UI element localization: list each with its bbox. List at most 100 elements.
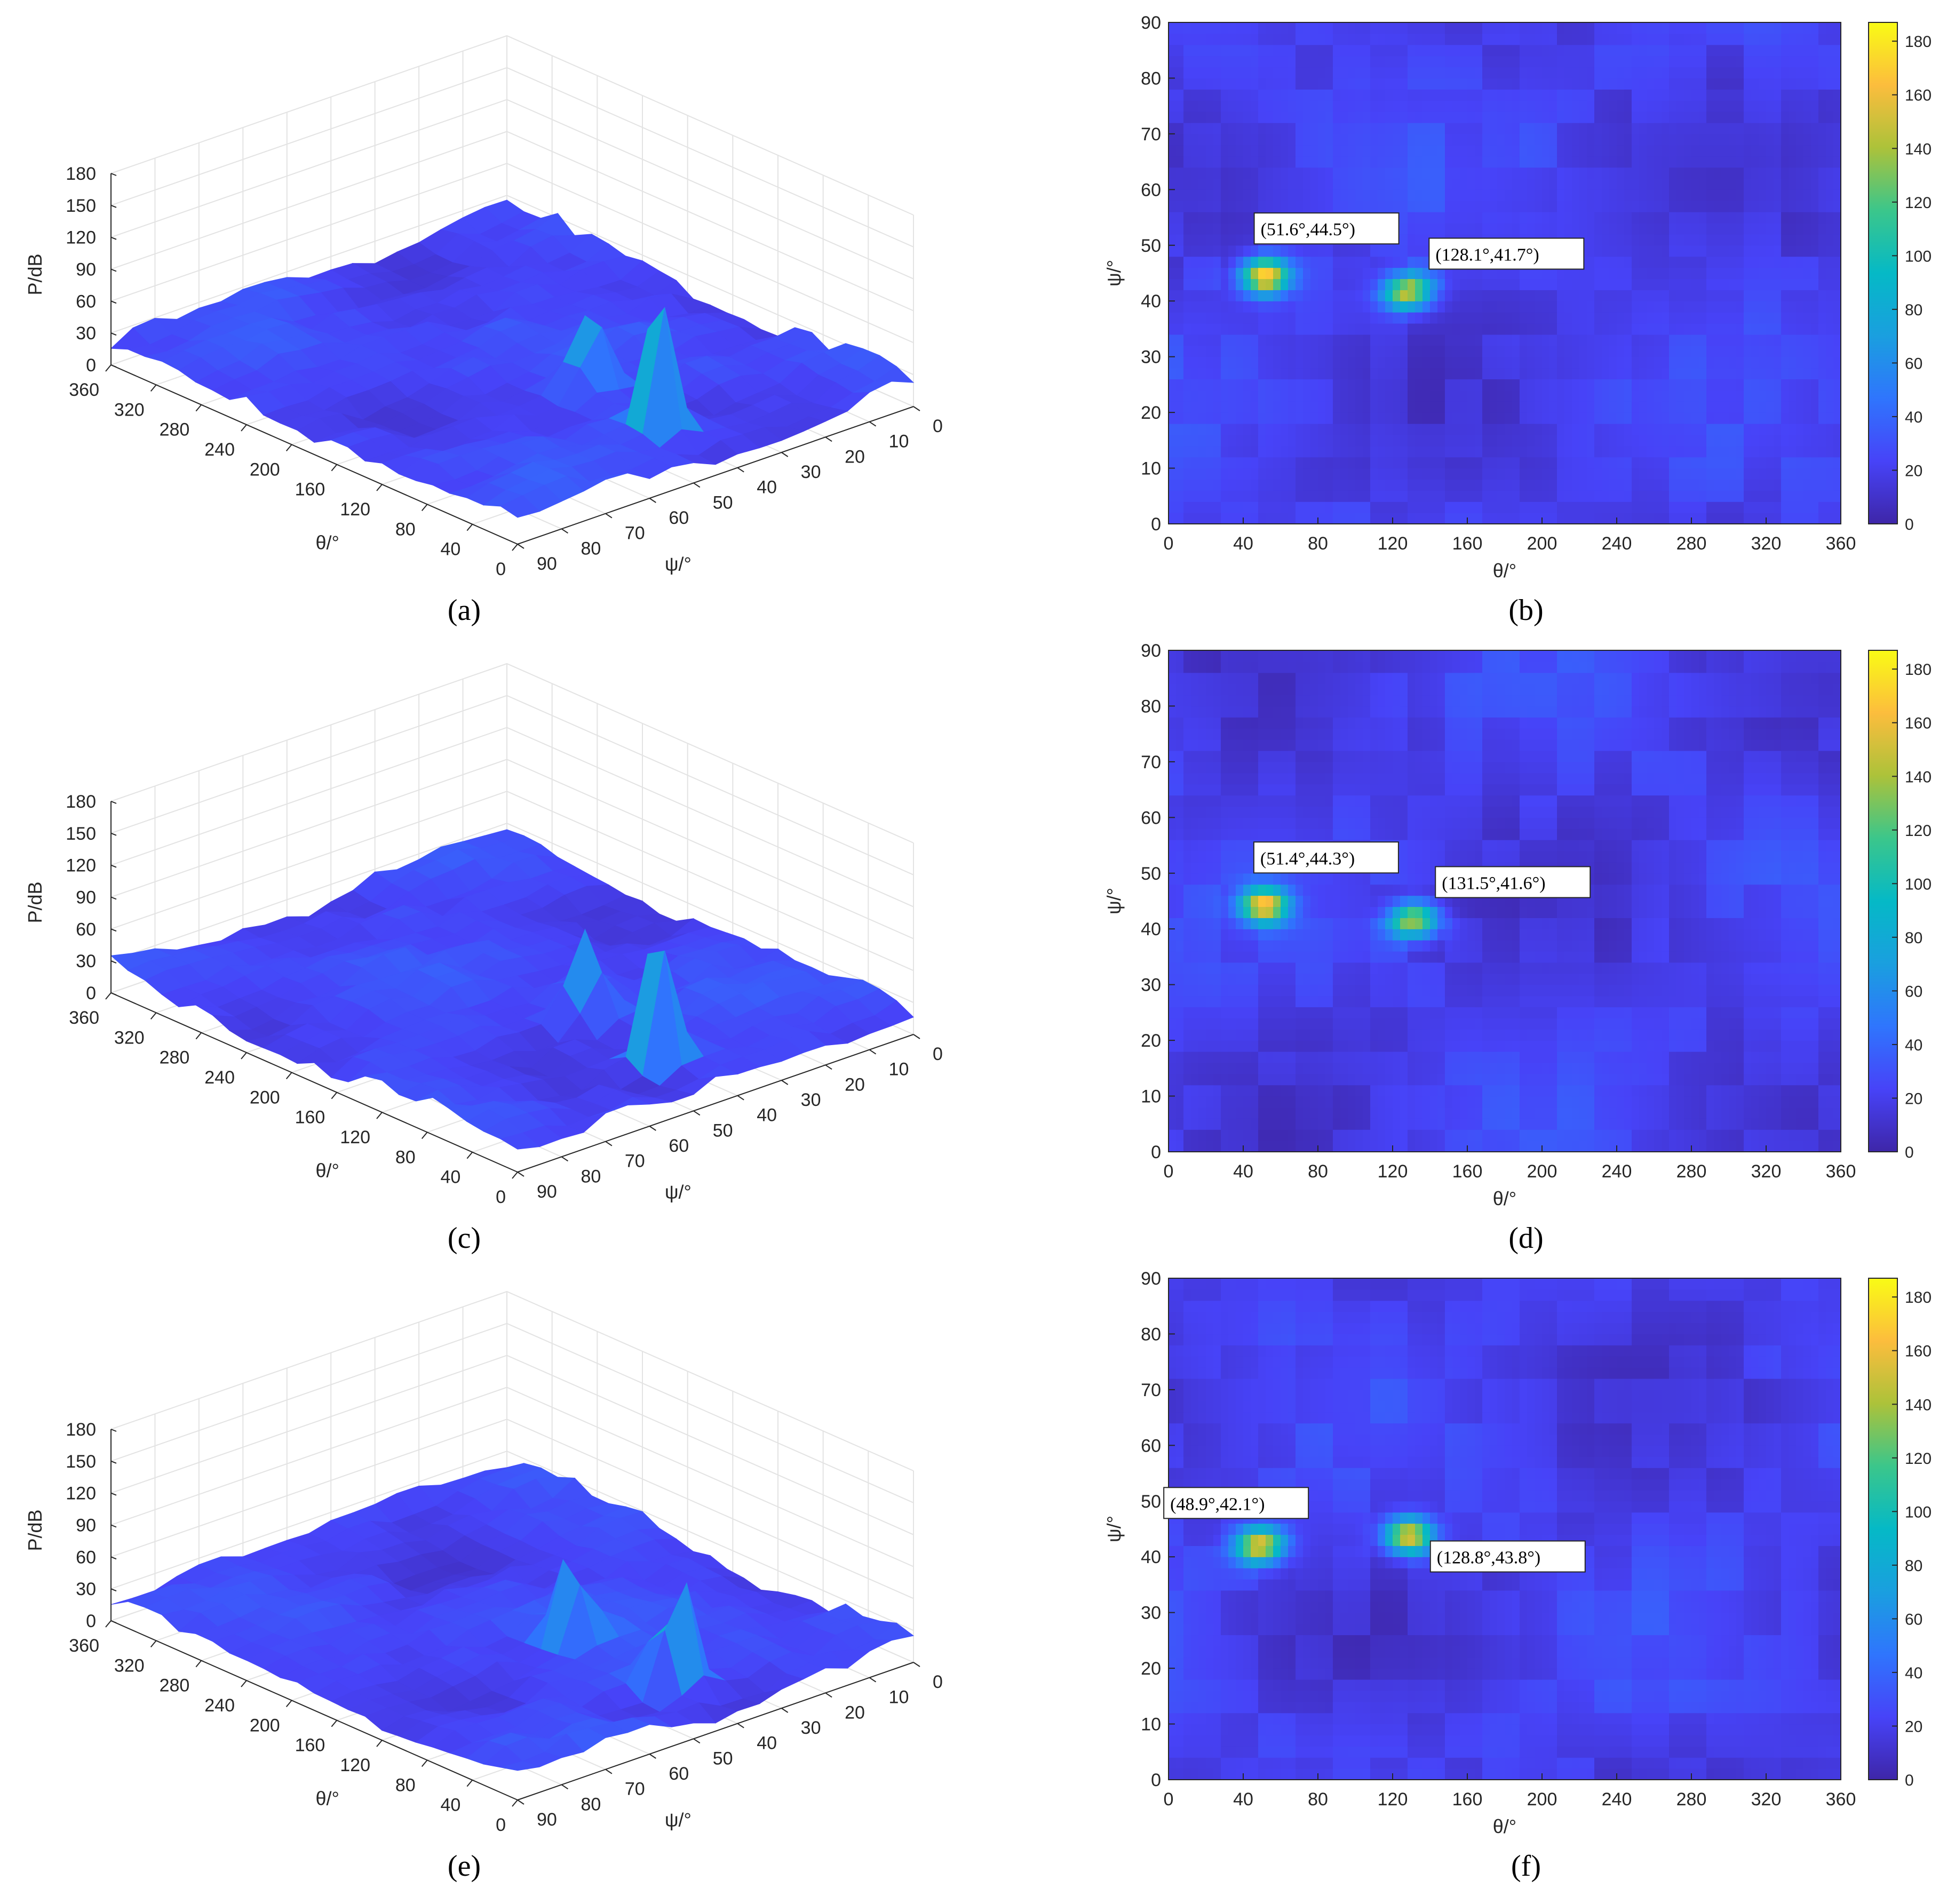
heatmap-cell: [1475, 445, 1483, 458]
heatmap-cell: [1781, 468, 1789, 480]
heatmap-cell: [1706, 33, 1714, 45]
heatmap-cell: [1647, 212, 1655, 224]
heatmap-cell: [1512, 390, 1520, 402]
heatmap-cell: [1221, 457, 1229, 469]
heatmap-cell: [1288, 145, 1296, 157]
heatmap-cell: [1684, 44, 1692, 57]
heatmap-cell: [1654, 33, 1662, 45]
heatmap-cell: [1318, 323, 1326, 335]
heatmap-cell: [1549, 501, 1557, 513]
heatmap-cell: [1281, 267, 1289, 280]
heatmap-cell: [1475, 89, 1483, 101]
heatmap-cell: [1736, 100, 1744, 112]
heatmap-cell: [1169, 67, 1177, 79]
heatmap-cell: [1512, 345, 1520, 357]
heatmap-cell: [1422, 445, 1431, 458]
heatmap-cell: [1632, 167, 1640, 179]
heatmap-cell: [1676, 267, 1684, 280]
heatmap-cell: [1206, 178, 1214, 190]
heatmap-cell: [1467, 468, 1475, 480]
heatmap-cell: [1624, 55, 1632, 68]
heatmap-cell: [1303, 133, 1311, 146]
heatmap-cell: [1445, 424, 1453, 435]
heatmap-cell: [1497, 212, 1505, 224]
heatmap-cell: [1662, 323, 1670, 335]
heatmap-cell: [1811, 234, 1819, 246]
heatmap-cell: [1258, 445, 1266, 458]
heatmap-cell: [1542, 490, 1550, 502]
heatmap-cell: [1251, 201, 1259, 212]
heatmap-cell: [1348, 301, 1356, 313]
heatmap-cell: [1527, 78, 1535, 90]
heatmap-cell: [1213, 424, 1221, 435]
heatmap-cell: [1774, 457, 1782, 469]
heatmap-cell: [1781, 401, 1789, 413]
heatmap-cell: [1803, 368, 1811, 380]
heatmap-cell: [1609, 301, 1617, 313]
heatmap-cell: [1490, 501, 1498, 513]
heatmap-cell: [1617, 55, 1625, 68]
heatmap-cell: [1676, 234, 1684, 246]
heatmap-cell: [1385, 201, 1393, 212]
heatmap-cell: [1676, 55, 1684, 68]
heatmap-cell: [1273, 424, 1281, 435]
heatmap-cell: [1430, 445, 1438, 458]
heatmap-cell: [1535, 22, 1543, 34]
heatmap-cell: [1176, 67, 1184, 79]
heatmap-cell: [1676, 111, 1684, 123]
heatmap-cell: [1266, 390, 1274, 402]
heatmap-cell: [1325, 323, 1333, 335]
heatmap-cell: [1378, 22, 1386, 34]
heatmap-cell: [1393, 133, 1401, 146]
theta-tick-label: 40: [441, 539, 461, 560]
heatmap-cell: [1258, 267, 1266, 280]
heatmap-cell: [1296, 278, 1304, 290]
heatmap-cell: [1662, 245, 1670, 257]
heatmap-cell: [1602, 267, 1610, 280]
heatmap-cell: [1415, 89, 1423, 101]
heatmap-cell: [1729, 457, 1737, 469]
heatmap-cell: [1243, 401, 1251, 413]
heatmap-cell: [1684, 278, 1692, 290]
heatmap-cell: [1796, 445, 1804, 458]
heatmap-cell: [1221, 22, 1229, 34]
heatmap-cell: [1475, 412, 1483, 424]
heatmap-cell: [1325, 78, 1333, 90]
heatmap-cell: [1460, 457, 1468, 469]
heatmap-cell: [1363, 334, 1371, 346]
heatmap-cell: [1370, 100, 1378, 112]
heatmap-cell: [1363, 145, 1371, 157]
heatmap-cell: [1721, 212, 1729, 224]
heatmap-cell: [1714, 368, 1722, 380]
heatmap-cell: [1766, 457, 1774, 469]
heatmap-cell: [1243, 445, 1251, 458]
heatmap-cell: [1714, 44, 1722, 57]
heatmap-cell: [1714, 22, 1722, 34]
heatmap-cell: [1676, 33, 1684, 45]
heatmap-cell: [1475, 379, 1483, 391]
heatmap-cell: [1176, 55, 1184, 68]
heatmap-cell: [1415, 78, 1423, 90]
heatmap-cell: [1251, 424, 1259, 435]
heatmap-cell: [1333, 44, 1341, 57]
heatmap-cell: [1400, 133, 1408, 146]
heatmap-cell: [1221, 167, 1229, 179]
heatmap-cell: [1445, 55, 1453, 68]
heatmap-cell: [1370, 334, 1378, 346]
heatmap-cell: [1662, 145, 1670, 157]
heatmap-cell: [1169, 89, 1177, 101]
heatmap-cell: [1833, 67, 1841, 79]
heatmap-cell: [1400, 424, 1408, 435]
heatmap-cell: [1430, 323, 1438, 335]
heatmap-cell: [1751, 223, 1759, 235]
psi-tick: [781, 452, 789, 457]
heatmap-cell: [1789, 267, 1797, 280]
heatmap-cell: [1393, 100, 1401, 112]
heatmap-cell: [1721, 323, 1729, 335]
heatmap-cell: [1736, 234, 1744, 246]
heatmap-cell: [1759, 368, 1767, 380]
heatmap-cell: [1176, 356, 1184, 369]
heatmap-cell: [1721, 44, 1729, 57]
heatmap-cell: [1191, 44, 1199, 57]
heatmap-cell: [1662, 33, 1670, 45]
